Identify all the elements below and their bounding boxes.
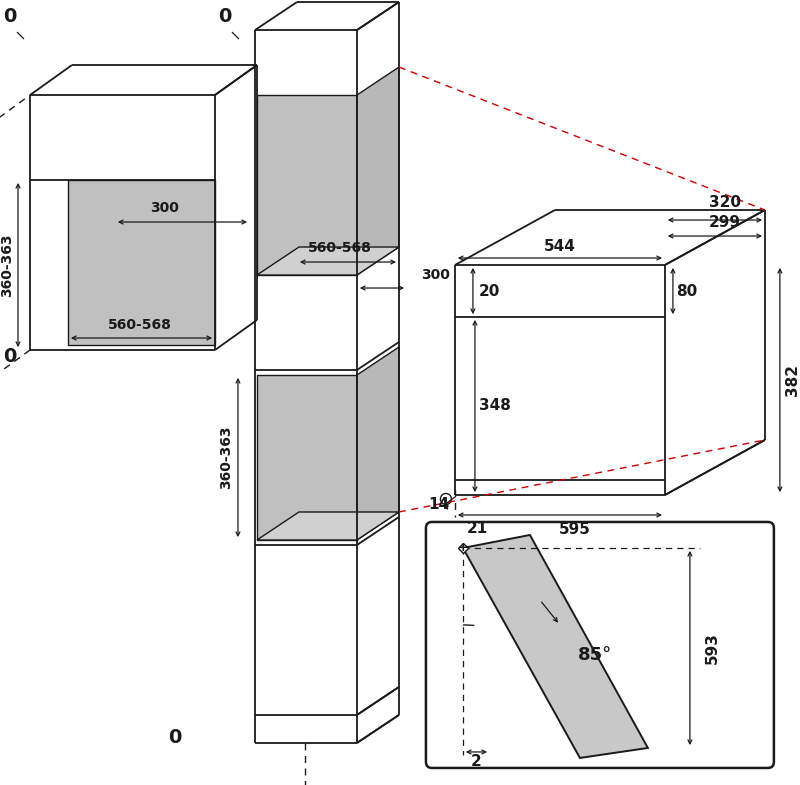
Text: 320: 320 — [709, 195, 741, 210]
Text: 0: 0 — [168, 728, 182, 747]
Polygon shape — [257, 375, 357, 540]
Polygon shape — [357, 347, 399, 540]
Text: 0: 0 — [3, 7, 17, 26]
Text: 80: 80 — [676, 283, 698, 298]
Text: 85°: 85° — [578, 646, 612, 664]
Text: 0: 0 — [218, 7, 232, 26]
Text: +: + — [458, 542, 468, 554]
Text: 299: 299 — [709, 214, 741, 229]
FancyBboxPatch shape — [426, 522, 774, 768]
Text: 21: 21 — [466, 521, 487, 536]
Polygon shape — [257, 512, 399, 540]
Text: 382: 382 — [786, 364, 800, 396]
Polygon shape — [257, 247, 399, 275]
Text: 348: 348 — [479, 399, 511, 414]
Text: 300: 300 — [150, 201, 179, 215]
Text: 300: 300 — [421, 268, 450, 282]
Text: 593: 593 — [705, 632, 719, 664]
Text: 595: 595 — [559, 523, 591, 538]
Text: 360-363: 360-363 — [219, 425, 233, 489]
Text: 2: 2 — [470, 754, 482, 769]
Text: 560-568: 560-568 — [308, 241, 372, 255]
Text: 14: 14 — [428, 497, 450, 512]
Polygon shape — [357, 67, 399, 275]
Polygon shape — [257, 95, 357, 275]
Text: 544: 544 — [544, 239, 576, 254]
Text: 360-363: 360-363 — [0, 233, 14, 297]
Text: 0: 0 — [3, 347, 17, 366]
Polygon shape — [68, 180, 215, 345]
Text: 560-568: 560-568 — [108, 318, 172, 332]
Polygon shape — [463, 535, 648, 758]
Text: 20: 20 — [479, 283, 501, 298]
